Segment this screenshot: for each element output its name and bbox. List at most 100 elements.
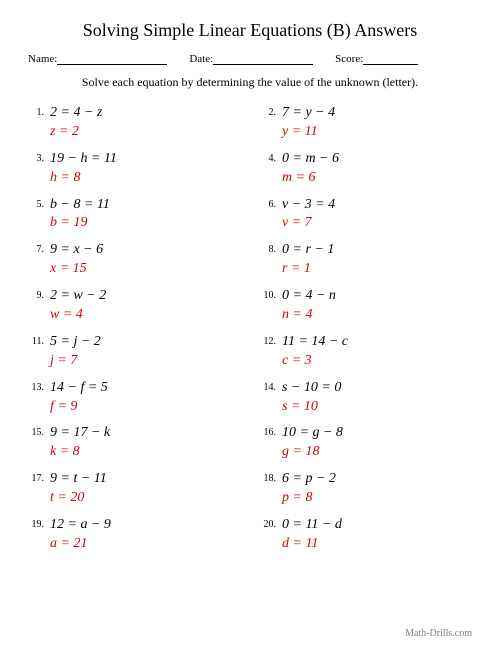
problem-number: 4.	[260, 150, 282, 164]
equation: 11 = 14 − c	[282, 333, 348, 352]
problem: 10.0 = 4 − nn = 4	[260, 287, 472, 325]
problem-body: b − 8 = 11b = 19	[50, 196, 110, 234]
equation: 14 − f = 5	[50, 379, 108, 398]
problem-body: s − 10 = 0s = 10	[282, 379, 341, 417]
score-line	[363, 53, 418, 65]
problem-body: 2 = 4 − zz = 2	[50, 104, 102, 142]
problem-number: 11.	[28, 333, 50, 347]
problem: 15.9 = 17 − kk = 8	[28, 424, 240, 462]
equation: 6 = p − 2	[282, 470, 336, 489]
problem-number: 5.	[28, 196, 50, 210]
problem-number: 20.	[260, 516, 282, 530]
instructions: Solve each equation by determining the v…	[28, 75, 472, 90]
answer: j = 7	[50, 352, 101, 371]
problem-number: 19.	[28, 516, 50, 530]
problem: 2.7 = y − 4y = 11	[260, 104, 472, 142]
answer: z = 2	[50, 123, 102, 142]
problem-body: v − 3 = 4v = 7	[282, 196, 335, 234]
name-label: Name:	[28, 53, 57, 65]
problem-number: 14.	[260, 379, 282, 393]
footer-credit: Math-Drills.com	[405, 628, 472, 639]
problem: 6.v − 3 = 4v = 7	[260, 196, 472, 234]
problem-number: 2.	[260, 104, 282, 118]
answer: t = 20	[50, 489, 107, 508]
problem-number: 15.	[28, 424, 50, 438]
problem-body: 11 = 14 − cc = 3	[282, 333, 348, 371]
equation: 7 = y − 4	[282, 104, 335, 123]
answer: f = 9	[50, 398, 108, 417]
answer: y = 11	[282, 123, 335, 142]
problem: 20.0 = 11 − dd = 11	[260, 516, 472, 554]
score-label: Score:	[335, 53, 363, 65]
answer: b = 19	[50, 214, 110, 233]
answer: g = 18	[282, 443, 343, 462]
problem-body: 10 = g − 8g = 18	[282, 424, 343, 462]
problem: 14.s − 10 = 0s = 10	[260, 379, 472, 417]
name-line	[57, 53, 167, 65]
problem-body: 19 − h = 11h = 8	[50, 150, 117, 188]
equation: 9 = t − 11	[50, 470, 107, 489]
equation: 9 = x − 6	[50, 241, 103, 260]
answer: w = 4	[50, 306, 106, 325]
answer: p = 8	[282, 489, 336, 508]
problem-body: 2 = w − 2w = 4	[50, 287, 106, 325]
answer: m = 6	[282, 169, 339, 188]
problem: 5.b − 8 = 11b = 19	[28, 196, 240, 234]
answer: s = 10	[282, 398, 341, 417]
problem: 8.0 = r − 1r = 1	[260, 241, 472, 279]
equation: 0 = 11 − d	[282, 516, 342, 535]
equation: 12 = a − 9	[50, 516, 111, 535]
meta-row: Name: Date: Score:	[28, 53, 472, 65]
date-field: Date:	[189, 53, 313, 65]
equation: s − 10 = 0	[282, 379, 341, 398]
problem-body: 0 = 4 − nn = 4	[282, 287, 336, 325]
problem-number: 7.	[28, 241, 50, 255]
problem-number: 18.	[260, 470, 282, 484]
problem: 3.19 − h = 11h = 8	[28, 150, 240, 188]
problem-body: 5 = j − 2j = 7	[50, 333, 101, 371]
problem: 7.9 = x − 6x = 15	[28, 241, 240, 279]
problem-body: 0 = r − 1r = 1	[282, 241, 334, 279]
equation: 19 − h = 11	[50, 150, 117, 169]
equation: 2 = w − 2	[50, 287, 106, 306]
answer: r = 1	[282, 260, 334, 279]
problem-body: 7 = y − 4y = 11	[282, 104, 335, 142]
problem-body: 14 − f = 5f = 9	[50, 379, 108, 417]
problem-body: 6 = p − 2p = 8	[282, 470, 336, 508]
equation: 9 = 17 − k	[50, 424, 110, 443]
problem: 12.11 = 14 − cc = 3	[260, 333, 472, 371]
problem: 13.14 − f = 5f = 9	[28, 379, 240, 417]
problem-number: 6.	[260, 196, 282, 210]
problem-body: 9 = 17 − kk = 8	[50, 424, 110, 462]
answer: c = 3	[282, 352, 348, 371]
date-label: Date:	[189, 53, 213, 65]
problem: 4.0 = m − 6m = 6	[260, 150, 472, 188]
answer: v = 7	[282, 214, 335, 233]
equation: 0 = r − 1	[282, 241, 334, 260]
problem: 18.6 = p − 2p = 8	[260, 470, 472, 508]
problem: 16.10 = g − 8g = 18	[260, 424, 472, 462]
problem: 17.9 = t − 11t = 20	[28, 470, 240, 508]
equation: 0 = m − 6	[282, 150, 339, 169]
equation: v − 3 = 4	[282, 196, 335, 215]
answer: a = 21	[50, 535, 111, 554]
problem: 19.12 = a − 9a = 21	[28, 516, 240, 554]
problem-body: 9 = x − 6x = 15	[50, 241, 103, 279]
problem-number: 9.	[28, 287, 50, 301]
problem-body: 12 = a − 9a = 21	[50, 516, 111, 554]
date-line	[213, 53, 313, 65]
problem-number: 8.	[260, 241, 282, 255]
problem-number: 10.	[260, 287, 282, 301]
equation: 0 = 4 − n	[282, 287, 336, 306]
answer: k = 8	[50, 443, 110, 462]
answer: n = 4	[282, 306, 336, 325]
problem-number: 12.	[260, 333, 282, 347]
problem-number: 3.	[28, 150, 50, 164]
score-field: Score:	[335, 53, 418, 65]
problem: 1.2 = 4 − zz = 2	[28, 104, 240, 142]
equation: 10 = g − 8	[282, 424, 343, 443]
answer: d = 11	[282, 535, 342, 554]
problem-number: 16.	[260, 424, 282, 438]
problem: 9.2 = w − 2w = 4	[28, 287, 240, 325]
answer: h = 8	[50, 169, 117, 188]
